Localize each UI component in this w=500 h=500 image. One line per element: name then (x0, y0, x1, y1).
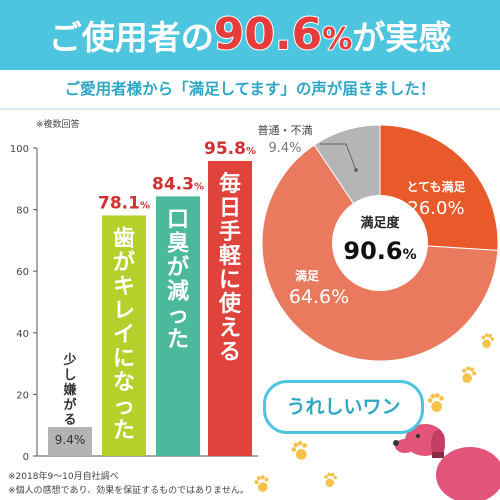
bar-category-label: 口臭が減った (167, 207, 189, 352)
pie-center-label: 満足度 (360, 215, 400, 231)
headline-post: が実感 (352, 18, 452, 57)
header-banner (0, 0, 500, 70)
dog-illustration (393, 424, 500, 500)
y-tick-label: 20 (16, 390, 29, 401)
y-tick-label: 100 (10, 144, 29, 155)
headline-pre: ご使用者の (48, 18, 214, 57)
pie-leader-dot (354, 168, 358, 172)
y-tick-label: 40 (16, 329, 29, 340)
speech-bubble: うれしいワン (263, 380, 424, 434)
paw-print-icon (324, 472, 337, 487)
bar-value-label: 9.4% (55, 433, 86, 447)
disclaimer-note: ※個人の感想であり、効果を保証するものではありません。 (8, 486, 249, 496)
paw-print-icon (254, 475, 269, 492)
survey-period-note: ※2018年9～10月自社調べ (8, 472, 119, 482)
speech-bubble-text: うれしいワン (286, 396, 401, 418)
paw-print-icon (427, 393, 444, 412)
paw-print-icon (481, 333, 495, 348)
paw-print-icon (462, 366, 477, 383)
pie-label-satisfied: 満足 (295, 268, 319, 283)
headline: ご使用者の90.6%が実感 (0, 4, 500, 71)
bar-1 (48, 427, 92, 456)
subtitle: ご愛用者様から「満足してます」の声が届きました！ (0, 70, 500, 108)
pie-label-very-satisfied: とても満足 (406, 179, 465, 194)
bar-4 (208, 160, 252, 456)
bar-value-label: 95.8% (204, 139, 256, 159)
pie-leader-line (320, 143, 357, 171)
pie-label-neutral: 普通・不満 (258, 123, 313, 137)
y-tick-label: 0 (23, 452, 29, 463)
bar-category-label: 歯がキレイになった (113, 225, 135, 443)
bar-value-label: 78.1% (98, 193, 150, 213)
y-tick-label: 60 (16, 267, 29, 278)
pie-value-very-satisfied: 26.0% (407, 198, 464, 219)
pie-value-neutral: 9.4% (268, 141, 301, 156)
pie-center-disc (332, 195, 428, 291)
subtitle-divider (0, 108, 500, 110)
multiple-answers-note: ※複数回答 (36, 120, 80, 130)
bar-category-label: 毎日手軽に使える (218, 172, 242, 365)
paw-print-icon (291, 440, 308, 460)
y-tick-label: 80 (16, 206, 29, 217)
pie-center-value: 90.6% (343, 237, 416, 265)
bar-2 (102, 215, 146, 456)
bar-value-label: 84.3% (152, 174, 204, 194)
bar-3 (156, 196, 200, 456)
headline-value: 90.6% (213, 8, 354, 61)
pie-value-satisfied: 64.6% (289, 286, 349, 308)
bar-category-label: 少し嫌がる (62, 352, 76, 428)
